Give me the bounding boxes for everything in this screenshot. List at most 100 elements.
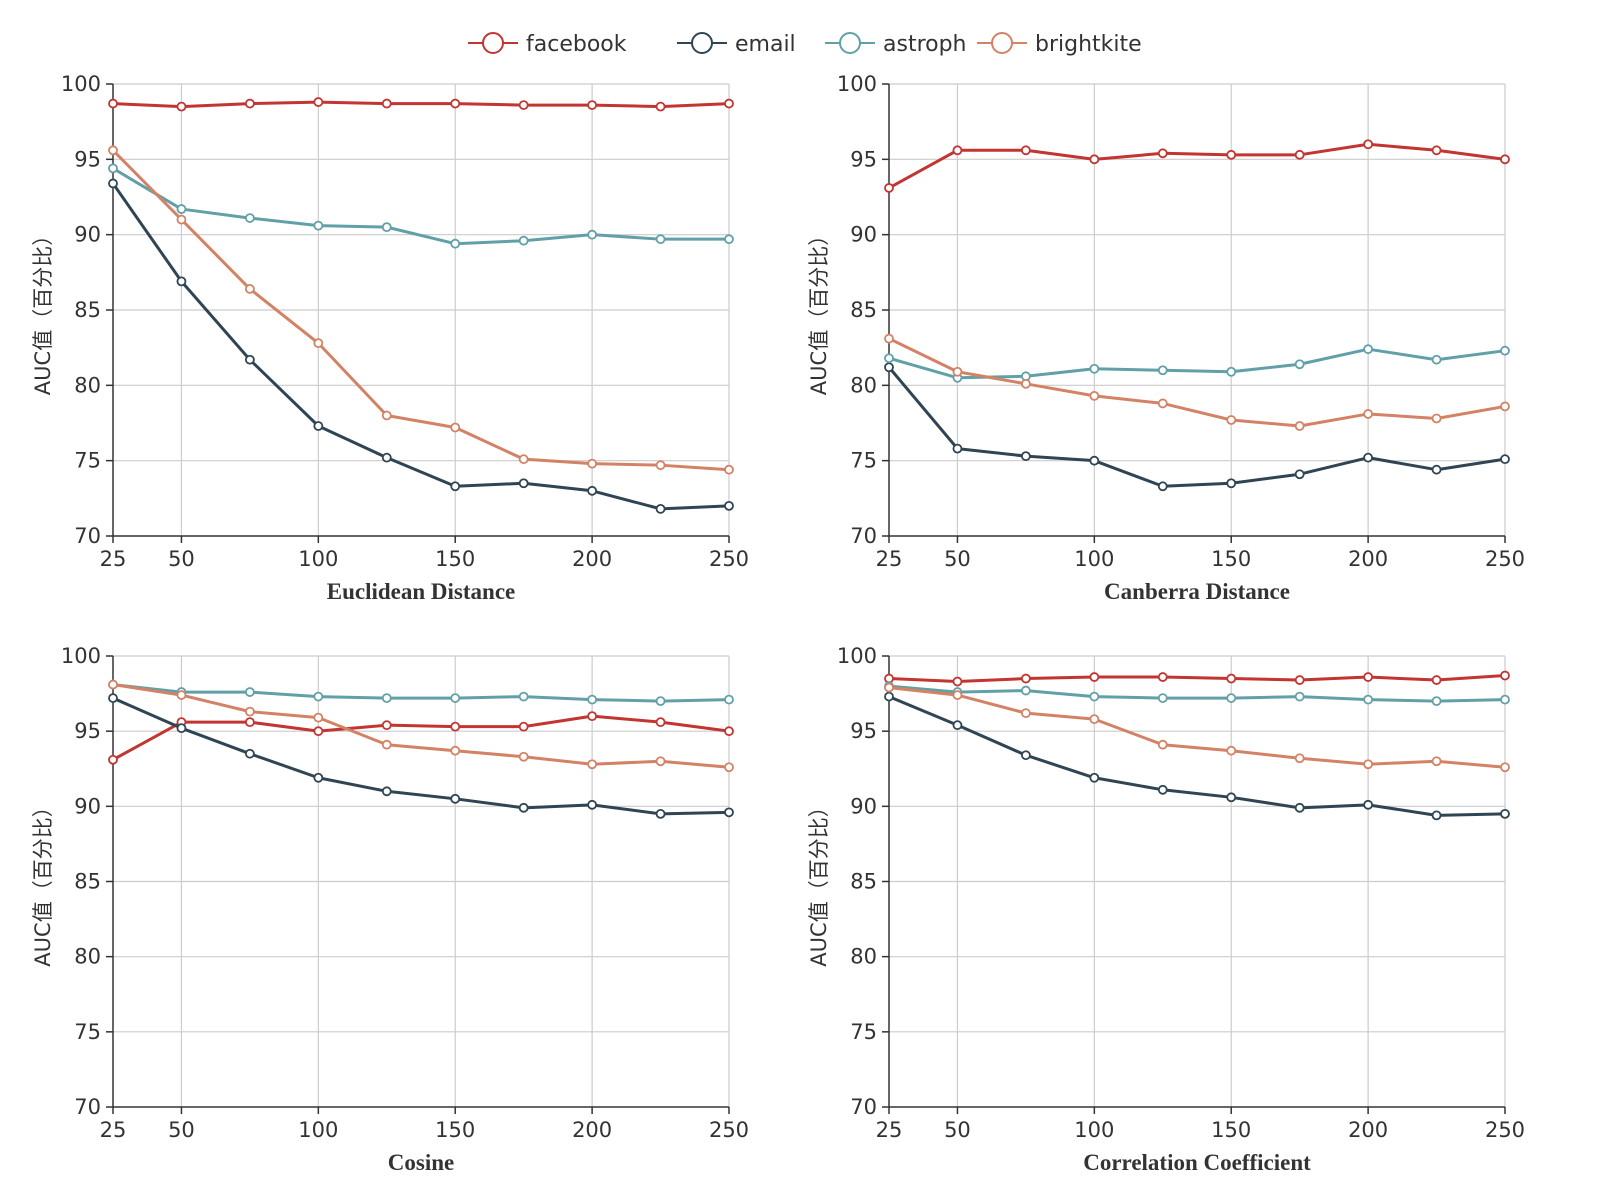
data-point-email[interactable] — [108, 693, 118, 703]
data-point-facebook[interactable] — [450, 98, 461, 109]
data-point-email[interactable] — [724, 807, 734, 818]
data-point-facebook[interactable] — [1431, 145, 1442, 156]
data-point-facebook[interactable] — [1294, 149, 1305, 160]
data-point-facebook[interactable] — [655, 717, 666, 728]
data-point-astroph[interactable] — [244, 213, 255, 223]
data-point-email[interactable] — [1431, 464, 1442, 475]
data-point-astroph[interactable] — [1089, 363, 1100, 374]
data-point-email[interactable] — [1089, 455, 1100, 466]
data-point-email[interactable] — [1226, 792, 1237, 803]
data-point-facebook[interactable] — [381, 720, 392, 731]
data-point-brightkite[interactable] — [1500, 401, 1510, 412]
data-point-brightkite[interactable] — [381, 739, 392, 750]
data-point-email[interactable] — [655, 503, 666, 514]
data-point-astroph[interactable] — [587, 229, 598, 240]
data-point-astroph[interactable] — [450, 693, 461, 703]
data-point-email[interactable] — [108, 178, 118, 189]
data-point-facebook[interactable] — [1226, 673, 1237, 684]
data-point-astroph[interactable] — [244, 687, 255, 697]
data-point-facebook[interactable] — [1157, 672, 1168, 682]
data-point-astroph[interactable] — [1363, 694, 1374, 705]
data-point-facebook[interactable] — [1500, 154, 1510, 165]
data-point-facebook[interactable] — [1500, 670, 1510, 681]
data-point-email[interactable] — [1157, 481, 1168, 492]
data-point-facebook[interactable] — [244, 717, 255, 728]
data-point-brightkite[interactable] — [1294, 421, 1305, 431]
data-point-brightkite[interactable] — [450, 422, 461, 433]
data-point-brightkite[interactable] — [381, 410, 392, 421]
data-point-brightkite[interactable] — [655, 460, 666, 471]
data-point-email[interactable] — [176, 276, 187, 287]
data-point-astroph[interactable] — [1294, 691, 1305, 702]
data-point-astroph[interactable] — [518, 235, 529, 246]
data-point-facebook[interactable] — [1363, 672, 1374, 682]
data-point-brightkite[interactable] — [884, 682, 894, 693]
data-point-brightkite[interactable] — [655, 756, 666, 767]
data-point-facebook[interactable] — [313, 726, 324, 737]
data-point-facebook[interactable] — [587, 711, 598, 722]
data-point-astroph[interactable] — [1157, 693, 1168, 703]
data-point-astroph[interactable] — [313, 220, 324, 231]
data-point-email[interactable] — [381, 452, 392, 463]
data-point-brightkite[interactable] — [176, 214, 187, 225]
data-point-brightkite[interactable] — [1020, 708, 1031, 719]
data-point-email[interactable] — [952, 720, 963, 731]
data-point-brightkite[interactable] — [1226, 745, 1237, 756]
data-point-astroph[interactable] — [381, 222, 392, 233]
data-point-astroph[interactable] — [450, 238, 461, 249]
data-point-brightkite[interactable] — [1500, 762, 1510, 773]
data-point-email[interactable] — [655, 808, 666, 819]
data-point-astroph[interactable] — [587, 694, 598, 705]
data-point-astroph[interactable] — [1500, 345, 1510, 356]
data-point-astroph[interactable] — [655, 696, 666, 706]
data-point-brightkite[interactable] — [952, 366, 963, 377]
legend[interactable]: facebook email astroph brightkite — [468, 32, 1142, 57]
data-point-email[interactable] — [313, 421, 324, 431]
data-point-facebook[interactable] — [655, 101, 666, 112]
data-point-facebook[interactable] — [1431, 675, 1442, 685]
data-point-facebook[interactable] — [1294, 675, 1305, 685]
legend-item-email[interactable]: email — [677, 32, 796, 57]
data-point-facebook[interactable] — [952, 676, 963, 687]
data-point-facebook[interactable] — [1363, 139, 1374, 150]
data-point-email[interactable] — [587, 485, 598, 496]
data-point-facebook[interactable] — [176, 101, 187, 112]
data-point-brightkite[interactable] — [1020, 378, 1031, 389]
data-point-brightkite[interactable] — [1363, 409, 1374, 419]
data-point-email[interactable] — [1294, 802, 1305, 813]
data-point-astroph[interactable] — [313, 691, 324, 702]
data-point-brightkite[interactable] — [313, 338, 324, 349]
data-point-astroph[interactable] — [724, 694, 734, 705]
data-point-brightkite[interactable] — [313, 712, 324, 723]
data-point-email[interactable] — [1431, 810, 1442, 821]
data-point-facebook[interactable] — [724, 726, 734, 737]
data-point-brightkite[interactable] — [587, 759, 598, 770]
data-point-email[interactable] — [1363, 799, 1374, 810]
data-point-facebook[interactable] — [1089, 672, 1100, 682]
data-point-astroph[interactable] — [655, 234, 666, 245]
data-point-brightkite[interactable] — [1431, 756, 1442, 767]
data-point-email[interactable] — [1363, 452, 1374, 463]
data-point-email[interactable] — [450, 793, 461, 804]
data-point-email[interactable] — [1089, 772, 1100, 783]
data-point-email[interactable] — [884, 362, 894, 373]
data-point-email[interactable] — [1500, 454, 1510, 465]
data-point-brightkite[interactable] — [108, 145, 118, 156]
data-point-email[interactable] — [450, 481, 461, 492]
data-point-astroph[interactable] — [108, 163, 118, 174]
data-point-brightkite[interactable] — [1363, 759, 1374, 770]
data-point-astroph[interactable] — [1020, 685, 1031, 696]
data-point-astroph[interactable] — [1363, 344, 1374, 355]
data-point-brightkite[interactable] — [952, 690, 963, 700]
data-point-brightkite[interactable] — [724, 464, 734, 475]
data-point-email[interactable] — [952, 443, 963, 454]
data-point-brightkite[interactable] — [1089, 390, 1100, 401]
data-point-email[interactable] — [884, 691, 894, 702]
data-point-facebook[interactable] — [1226, 149, 1237, 160]
data-point-email[interactable] — [381, 786, 392, 797]
data-point-email[interactable] — [1020, 451, 1031, 462]
data-point-email[interactable] — [1294, 469, 1305, 480]
data-point-astroph[interactable] — [1089, 691, 1100, 702]
data-point-facebook[interactable] — [1020, 145, 1031, 156]
data-point-facebook[interactable] — [518, 721, 529, 732]
